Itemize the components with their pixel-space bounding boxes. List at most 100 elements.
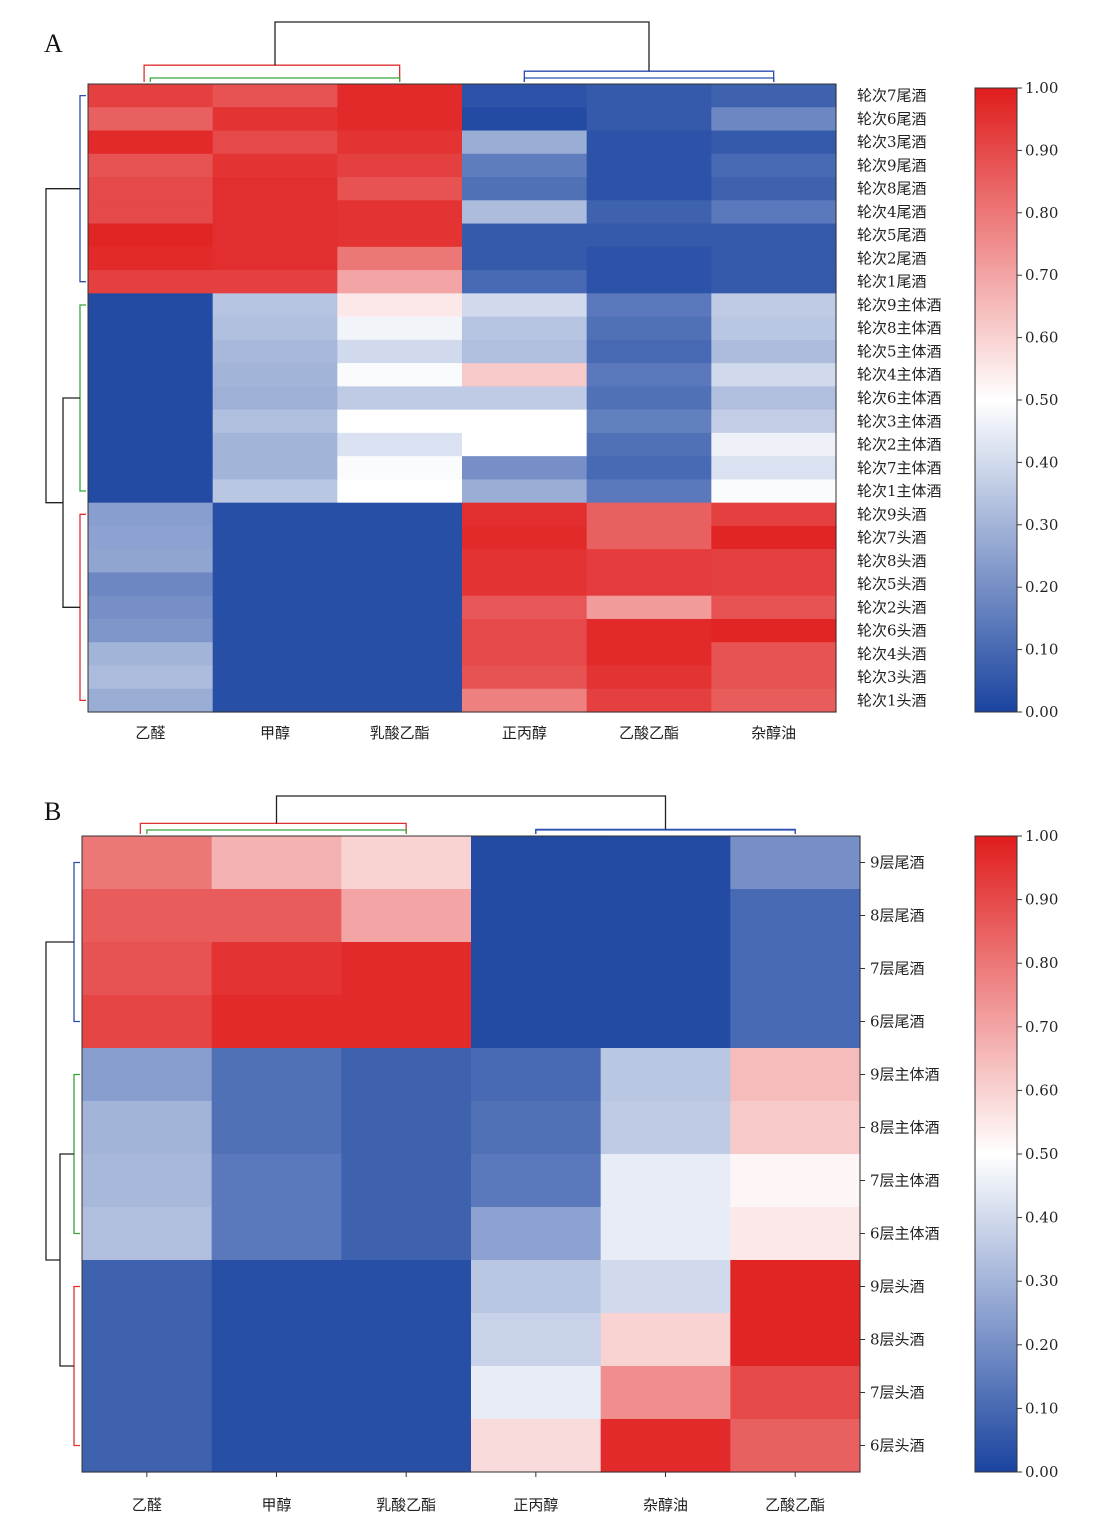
heatmap-cell bbox=[462, 293, 588, 318]
heatmap-cell bbox=[462, 665, 588, 690]
heatmap-cell bbox=[337, 223, 463, 248]
heatmap-cell bbox=[337, 665, 463, 690]
heatmap-cell bbox=[88, 200, 214, 225]
heatmap-cell bbox=[462, 386, 588, 411]
heatmap-cell bbox=[711, 200, 837, 225]
heatmap-cell bbox=[337, 549, 463, 574]
row-label: 7层头酒 bbox=[870, 1384, 925, 1402]
heatmap-cell bbox=[88, 688, 214, 713]
heatmap-cell bbox=[462, 432, 588, 457]
heatmap-cell bbox=[88, 316, 214, 341]
heatmap-cell bbox=[711, 525, 837, 550]
heatmap-cell bbox=[88, 130, 214, 155]
colorbar-tick-label: 0.70 bbox=[1025, 1018, 1058, 1036]
heatmap-cell bbox=[711, 223, 837, 248]
heatmap-cell bbox=[711, 270, 837, 294]
heatmap-cell bbox=[82, 995, 213, 1049]
heatmap-cell bbox=[88, 270, 214, 294]
colorbar-tick-label: 0.10 bbox=[1025, 1399, 1058, 1417]
heatmap-cell bbox=[600, 995, 731, 1049]
heatmap-cell bbox=[711, 130, 837, 155]
heatmap-cell bbox=[88, 153, 214, 178]
colorbar-tick-label: 0.20 bbox=[1025, 578, 1058, 596]
row-label: 轮次8头酒 bbox=[857, 552, 927, 570]
row-label: 8层尾酒 bbox=[870, 907, 925, 925]
heatmap-cell bbox=[212, 549, 338, 574]
column-label: 乙酸乙酯 bbox=[765, 1496, 825, 1514]
heatmap-cell bbox=[337, 502, 463, 527]
heatmap-cell bbox=[211, 836, 342, 890]
colorbar-tick-label: 1.00 bbox=[1025, 79, 1058, 97]
heatmap-cell bbox=[711, 363, 837, 387]
heatmap-cell bbox=[711, 572, 837, 597]
heatmap-cell bbox=[88, 107, 214, 132]
heatmap-cell bbox=[212, 200, 338, 225]
colorbar-tick-label: 0.40 bbox=[1025, 453, 1058, 471]
heatmap-cell bbox=[341, 1101, 472, 1155]
row-label: 9层尾酒 bbox=[870, 854, 925, 872]
heatmap-cell bbox=[341, 1313, 472, 1367]
colorbar-tick-label: 0.80 bbox=[1025, 204, 1058, 222]
heatmap-cell bbox=[337, 386, 463, 411]
colorbar-tick-label: 0.20 bbox=[1025, 1336, 1058, 1354]
heatmap-cell bbox=[337, 200, 463, 225]
heatmap-cell bbox=[711, 502, 837, 527]
heatmap-cell bbox=[462, 107, 588, 132]
heatmap-cell bbox=[212, 409, 338, 434]
panel-a: A 轮次7尾酒轮次6尾酒轮次3尾酒轮次9尾酒轮次8尾酒轮次4尾酒轮次5尾酒轮次2… bbox=[44, 21, 1058, 742]
heatmap-cell bbox=[211, 1313, 342, 1367]
heatmap-cell bbox=[82, 1260, 213, 1314]
column-label: 正丙醇 bbox=[502, 724, 547, 742]
heatmap-cell bbox=[711, 549, 837, 574]
heatmap-cell bbox=[586, 270, 712, 294]
colorbar-tick-label: 0.90 bbox=[1025, 141, 1058, 159]
heatmap-cell bbox=[730, 1366, 861, 1420]
heatmap-cell bbox=[341, 1419, 472, 1473]
heatmap-cell bbox=[88, 293, 214, 318]
column-label: 乙酸乙酯 bbox=[619, 724, 679, 742]
panel-a-letter: A bbox=[44, 29, 63, 58]
heatmap-cell bbox=[462, 130, 588, 155]
row-label: 8层头酒 bbox=[870, 1331, 925, 1349]
heatmap-cell bbox=[711, 339, 837, 364]
column-dendrogram-root bbox=[275, 795, 667, 830]
heatmap-cell bbox=[586, 200, 712, 225]
heatmap-cell bbox=[337, 153, 463, 178]
heatmap-cell bbox=[82, 1366, 213, 1420]
heatmap-cell bbox=[586, 246, 712, 271]
heatmap-cell bbox=[212, 293, 338, 318]
heatmap-cell bbox=[600, 1419, 731, 1473]
heatmap-cell bbox=[586, 339, 712, 364]
heatmap-cell bbox=[212, 223, 338, 248]
heatmap-cell bbox=[600, 1154, 731, 1208]
heatmap-cell bbox=[462, 595, 588, 620]
heatmap-cell bbox=[586, 618, 712, 643]
heatmap-cell bbox=[586, 665, 712, 690]
heatmap-cell bbox=[211, 1048, 342, 1102]
row-label: 轮次4头酒 bbox=[857, 645, 927, 663]
heatmap-cell bbox=[586, 177, 712, 201]
row-label: 9层主体酒 bbox=[870, 1066, 940, 1084]
column-label: 杂醇油 bbox=[751, 724, 796, 742]
heatmap-cell bbox=[88, 642, 214, 667]
heatmap-cell bbox=[211, 1207, 342, 1261]
heatmap-cell bbox=[730, 1101, 861, 1155]
row-label: 6层主体酒 bbox=[870, 1225, 940, 1243]
colorbar-tick-label: 0.80 bbox=[1025, 954, 1058, 972]
column-dendrogram-branch bbox=[523, 77, 775, 82]
heatmap-cell bbox=[462, 84, 588, 108]
row-label: 轮次1主体酒 bbox=[857, 482, 942, 500]
heatmap-cell bbox=[88, 549, 214, 574]
row-dendrogram-node bbox=[59, 1153, 74, 1367]
heatmap-cell bbox=[586, 409, 712, 434]
row-label: 轮次3尾酒 bbox=[857, 133, 927, 151]
heatmap-cell bbox=[82, 1154, 213, 1208]
heatmap-cell bbox=[82, 1101, 213, 1155]
heatmap-cell bbox=[586, 386, 712, 411]
heatmap-cell bbox=[462, 223, 588, 248]
heatmap-cell bbox=[211, 1101, 342, 1155]
heatmap-cell bbox=[337, 130, 463, 155]
heatmap-cell bbox=[88, 618, 214, 643]
heatmap-cell bbox=[337, 432, 463, 457]
heatmap-cell bbox=[462, 642, 588, 667]
